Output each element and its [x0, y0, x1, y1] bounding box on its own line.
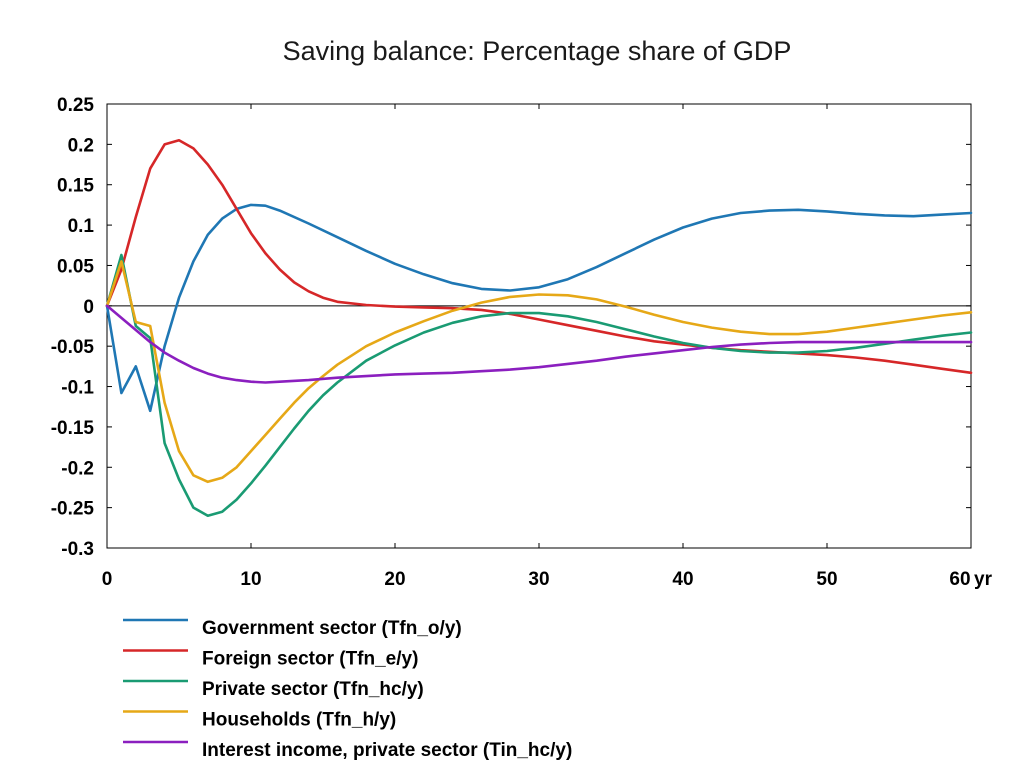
series-line-2 [105, 139, 973, 375]
legend-label: Government sector (Tfn_o/y) [202, 618, 462, 639]
x-tick-label: 50 [816, 569, 837, 590]
y-tick-label: -0.1 [61, 378, 94, 399]
axes: 0.25 0.2 0.15 0.1 0.05 0 -0.05 -0.1 -0.15 -0.2 -0.… [51, 95, 993, 590]
y-tick-label: -0.2 [61, 458, 94, 479]
x-tick-label: 30 [528, 569, 549, 590]
legend-label: Households (Tfn_h/y) [202, 710, 396, 731]
series-line-4 [105, 260, 973, 484]
series-line-5 [105, 304, 973, 384]
y-tick-label: 0.1 [68, 216, 95, 237]
x-tick-label: 60 [949, 569, 970, 590]
legend-item-1: Government sector (Tfn_o/y) [123, 618, 462, 639]
x-unit-label: yr [974, 569, 993, 590]
legend-item-2: Foreign sector (Tfn_e/y) [123, 649, 418, 670]
y-tick-label: -0.3 [61, 539, 94, 560]
y-tick-label: 0.2 [68, 135, 94, 156]
y-tick-label: 0.15 [57, 176, 94, 197]
x-tick-label: 20 [384, 569, 405, 590]
legend: Government sector (Tfn_o/y) Foreign secto… [123, 618, 572, 761]
y-tick-label: 0.05 [57, 256, 94, 277]
chart-title: Saving balance: Percentage share of GDP [283, 36, 792, 66]
y-tick-label: -0.05 [51, 337, 95, 358]
legend-item-3: Private sector (Tfn_hc/y) [123, 679, 424, 700]
y-tick-label: -0.15 [51, 418, 95, 439]
legend-item-4: Households (Tfn_h/y) [123, 710, 396, 731]
legend-label: Interest income, private sector (Tin_hc/… [202, 740, 572, 761]
legend-label: Private sector (Tfn_hc/y) [202, 679, 424, 700]
plot-area [105, 139, 973, 517]
y-tick-label: -0.25 [51, 499, 95, 520]
y-tick-label: 0 [83, 297, 94, 318]
legend-label: Foreign sector (Tfn_e/y) [202, 649, 418, 670]
series-line-3 [105, 253, 973, 517]
plot-frame [106, 103, 972, 549]
x-tick-label: 40 [672, 569, 693, 590]
series-line-1 [105, 203, 973, 413]
legend-item-5: Interest income, private sector (Tin_hc/… [123, 740, 572, 761]
x-tick-label: 10 [240, 569, 261, 590]
y-tick-label: 0.25 [57, 95, 94, 116]
x-tick-label: 0 [102, 569, 113, 590]
